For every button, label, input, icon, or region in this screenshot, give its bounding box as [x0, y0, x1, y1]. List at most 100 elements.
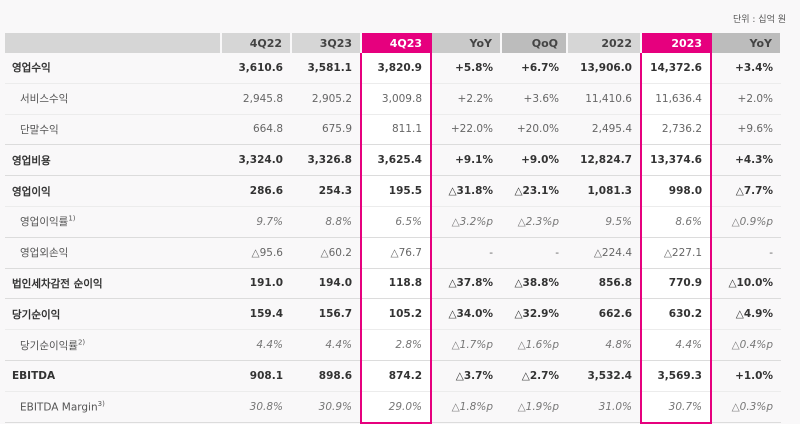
cell-4q22: 2,945.8 [221, 83, 291, 115]
header-row: 4Q22 3Q23 4Q23 YoY QoQ 2022 2023 YoY [5, 33, 782, 53]
cell-3q23: 254.3 [291, 175, 361, 207]
table-row-operating-margin: 영업이익률1) 9.7% 8.8% 6.5% △3.2%p △2.3%p 9.5% 8.6% △… [5, 206, 781, 238]
table-row-ebitda-margin: EBITDA Margin3) 30.8% 30.9% 29.0% △1.8%p △1.9… [5, 391, 781, 424]
row-label-text: 서비스수익 [20, 93, 69, 106]
cell-2022: 9.5% [567, 206, 641, 238]
cell-4q22: 3,610.6 [221, 53, 291, 84]
cell-4q22: 4.4% [221, 329, 291, 361]
cell-3q23: 898.6 [291, 360, 361, 392]
cell-3q23: 8.8% [291, 206, 361, 238]
cell-2022: 3,532.4 [567, 360, 641, 392]
table-row-non-operating-income: 영업외손익 △95.6 △60.2 △76.7- - △224.4 △227.1- [5, 237, 781, 269]
cell-4q22: 286.6 [221, 175, 291, 207]
table-row-ebitda: EBITDA 908.1 898.6 874.2 △3.7% △2.7% 3,532.4 3,… [5, 360, 781, 392]
cell-4q23: 811.1 [360, 114, 432, 146]
cell-4q22: 664.8 [221, 114, 291, 146]
cell-2022: 856.8 [567, 268, 641, 300]
cell-4q23: △76.7 [360, 237, 432, 269]
cell-yoy-annual: - [711, 237, 781, 269]
cell-qoq: △23.1% [501, 175, 567, 207]
cell-4q22: 159.4 [221, 298, 291, 331]
cell-4q22: 191.0 [221, 268, 291, 300]
cell-3q23: 2,905.2 [291, 83, 361, 115]
header-2023: 2023 [640, 33, 712, 53]
cell-yoy-quarter: +22.0% [431, 114, 501, 146]
row-label: 영업비용 [5, 144, 221, 177]
cell-qoq: +3.6% [501, 83, 567, 115]
cell-4q22: 9.7% [221, 206, 291, 238]
cell-2022: 12,824.7 [567, 144, 641, 177]
cell-yoy-quarter: △3.2%p [431, 206, 501, 238]
cell-yoy-quarter: +2.2% [431, 83, 501, 115]
cell-2022: 13,906.0 [567, 53, 641, 84]
table-row-net-income: 당기순이익 159.4 156.7 105.2 △34.0% △32.9% 662.6 630… [5, 298, 781, 331]
cell-yoy-quarter: - [431, 237, 501, 269]
cell-4q23: 105.2 [360, 298, 432, 331]
cell-2022: 1,081.3 [567, 175, 641, 207]
cell-2023: 998.0 [640, 175, 712, 207]
cell-4q22: 30.8% [221, 391, 291, 424]
header-qoq: QoQ [501, 33, 568, 53]
cell-3q23: 156.7 [291, 298, 361, 331]
row-label-text: 당기순이익 [12, 308, 61, 321]
cell-4q23: 2.8% [360, 329, 432, 361]
cell-2022: △224.4 [567, 237, 641, 269]
cell-2022: 4.8% [567, 329, 641, 361]
cell-3q23: 4.4% [291, 329, 361, 361]
table-row-net-margin: 당기순이익률2) 4.4% 4.4% 2.8% △1.7%p △1.6%p 4.8% 4.4%… [5, 329, 781, 361]
cell-3q23: 3,581.1 [291, 53, 361, 84]
cell-4q23: 29.0% [360, 391, 432, 424]
row-label-text: 영업비용 [12, 154, 51, 167]
cell-4q22: 3,324.0 [221, 144, 291, 177]
cell-qoq: △1.9%p [501, 391, 567, 424]
row-label: 영업이익 [5, 175, 221, 207]
row-label-text: EBITDA Margin [20, 401, 98, 414]
table-row-pretax-income: 법인세차감전 순이익 191.0 194.0 118.8 △37.8% △38.8% 856… [5, 268, 781, 300]
cell-yoy-quarter: △37.8% [431, 268, 501, 300]
cell-yoy-annual: △0.4%p [711, 329, 781, 361]
cell-yoy-annual: +2.0% [711, 83, 781, 115]
cell-qoq: △2.3%p [501, 206, 567, 238]
row-label: 당기순이익 [5, 298, 221, 331]
row-label: 서비스수익 [5, 83, 221, 115]
cell-2023: 630.2 [640, 298, 712, 331]
cell-qoq: △2.7% [501, 360, 567, 392]
table-row-service-revenue: 서비스수익 2,945.8 2,905.2 3,009.8 +2.2% +3.6% 11,4… [5, 83, 781, 115]
financial-summary-table: 4Q22 3Q23 4Q23 YoY QoQ 2022 2023 YoY 영업수… [5, 33, 782, 424]
cell-yoy-annual: △0.3%p [711, 391, 781, 424]
row-label-text: 단말수익 [20, 123, 59, 136]
cell-yoy-annual: △0.9%p [711, 206, 781, 238]
cell-yoy-annual: △4.9% [711, 298, 781, 331]
cell-4q23: 3,009.8 [360, 83, 432, 115]
cell-2023: 3,569.3 [640, 360, 712, 392]
cell-4q23: 118.8 [360, 268, 432, 300]
cell-4q22: △95.6 [221, 237, 291, 269]
row-label: 당기순이익률2) [5, 329, 221, 361]
row-label-text: 영업수익 [12, 62, 51, 75]
table-row-operating-expense: 영업비용 3,324.0 3,326.8 3,625.4 +9.1% +9.0% 12,82… [5, 144, 781, 177]
cell-yoy-annual: △7.7% [711, 175, 781, 207]
cell-3q23: 675.9 [291, 114, 361, 146]
row-label-text: 당기순이익률 [20, 339, 78, 352]
cell-4q23: 195.5 [360, 175, 432, 207]
cell-2023: 13,374.6 [640, 144, 712, 177]
row-label: 영업외손익 [5, 237, 221, 269]
cell-2022: 2,495.4 [567, 114, 641, 146]
cell-2022: 662.6 [567, 298, 641, 331]
header-yoy-quarter: YoY [431, 33, 502, 53]
cell-yoy-quarter: +5.8% [431, 53, 501, 84]
cell-4q23: 874.2 [360, 360, 432, 392]
cell-2023: 30.7% [640, 391, 712, 424]
row-label: 영업수익 [5, 53, 221, 84]
header-2022: 2022 [567, 33, 642, 53]
cell-yoy-quarter: +9.1% [431, 144, 501, 177]
cell-qoq: △38.8% [501, 268, 567, 300]
cell-yoy-quarter: △34.0% [431, 298, 501, 331]
cell-3q23: 3,326.8 [291, 144, 361, 177]
cell-2023: 11,636.4 [640, 83, 712, 115]
cell-2023: 770.9 [640, 268, 712, 300]
cell-4q23: 6.5% [360, 206, 432, 238]
cell-2023: 14,372.6 [640, 53, 712, 84]
cell-qoq: - [501, 237, 567, 269]
cell-4q23: 3,625.4 [360, 144, 432, 177]
